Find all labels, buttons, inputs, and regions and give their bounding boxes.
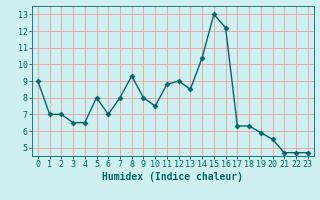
X-axis label: Humidex (Indice chaleur): Humidex (Indice chaleur) xyxy=(102,172,243,182)
